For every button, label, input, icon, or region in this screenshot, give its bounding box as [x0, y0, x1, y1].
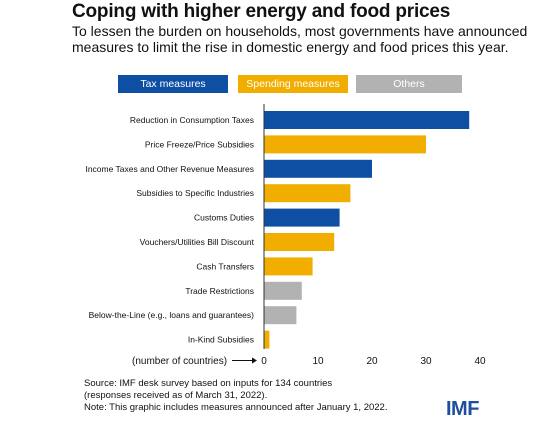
axis-note: (number of countries) — [132, 356, 227, 367]
category-label-price-freeze-price-subsidies: Price Freeze/Price Subsidies — [145, 139, 254, 149]
note-line: Note: This graphic includes measures ann… — [84, 402, 388, 413]
source-line-2: (responses received as of March 31, 2022… — [84, 390, 268, 401]
chart-subtitle: To lessen the burden on households, most… — [72, 23, 528, 55]
category-label-subsidies-to-specific-industries: Subsidies to Specific Industries — [136, 188, 254, 198]
category-label-in-kind-subsidies: In-Kind Subsidies — [188, 335, 254, 345]
category-label-customs-duties: Customs Duties — [194, 213, 254, 223]
x-tick-label-30: 30 — [420, 356, 432, 367]
axis-note-arrow-head — [252, 357, 257, 364]
legend-others: Others — [356, 75, 462, 93]
category-label-reduction-in-consumption-taxes: Reduction in Consumption Taxes — [130, 115, 254, 125]
bar-below-the-line-e-g-loans-and-guarantees — [264, 306, 297, 325]
source-note: Source: IMF desk survey based on inputs … — [84, 378, 387, 414]
bar-customs-duties — [264, 208, 340, 227]
x-tick-label-20: 20 — [366, 356, 378, 367]
bar-in-kind-subsidies — [264, 330, 270, 349]
bar-price-freeze-price-subsidies — [264, 135, 426, 154]
legend-spending-measures: Spending measures — [238, 75, 348, 93]
category-label-cash-transfers: Cash Transfers — [196, 261, 254, 271]
source-line-1: Source: IMF desk survey based on inputs … — [84, 378, 333, 389]
bar-income-taxes-and-other-revenue-measures — [264, 159, 372, 178]
bar-cash-transfers — [264, 257, 313, 276]
x-tick-label-0: 0 — [261, 356, 267, 367]
category-label-vouchers-utilities-bill-discount: Vouchers/Utilities Bill Discount — [140, 237, 255, 247]
chart-title: Coping with higher energy and food price… — [72, 1, 451, 22]
bar-subsidies-to-specific-industries — [264, 184, 351, 203]
bar-reduction-in-consumption-taxes — [264, 111, 470, 129]
x-tick-label-10: 10 — [312, 356, 324, 367]
category-label-below-the-line-e-g-loans-and-guarantees: Below-the-Line (e.g., loans and guarante… — [89, 310, 255, 320]
x-tick-label-40: 40 — [474, 356, 486, 367]
category-label-income-taxes-and-other-revenue-measures: Income Taxes and Other Revenue Measures — [85, 164, 254, 174]
imf-logo: IMF — [446, 398, 479, 420]
bar-trade-restrictions — [264, 281, 302, 300]
category-label-trade-restrictions: Trade Restrictions — [185, 286, 254, 296]
legend-tax-measures: Tax measures — [118, 75, 228, 93]
bar-vouchers-utilities-bill-discount — [264, 233, 335, 251]
